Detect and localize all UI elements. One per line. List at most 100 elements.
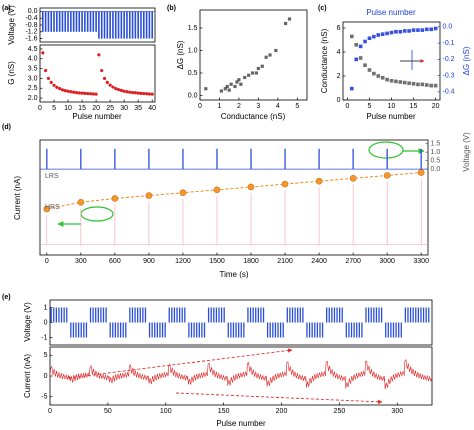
voltage-pulse xyxy=(106,11,109,39)
y-tick-label: -0.8 xyxy=(25,22,37,29)
x-tick-label: 3 xyxy=(256,103,260,110)
x-tick-label: 300 xyxy=(391,408,403,415)
voltage-pulse xyxy=(120,11,123,39)
current-trace xyxy=(108,371,130,384)
y-tick-label: 2 xyxy=(337,73,341,80)
data-point xyxy=(380,32,385,36)
data-point xyxy=(133,91,137,95)
current-trace xyxy=(285,361,307,382)
x-tick-label: 200 xyxy=(276,408,288,415)
x-tick-label: 1800 xyxy=(243,258,259,265)
y-axis-label: Current (nA) xyxy=(23,354,32,398)
voltage-pulse xyxy=(131,11,134,39)
data-point xyxy=(74,90,79,95)
voltage-block xyxy=(326,307,343,323)
voltage-block xyxy=(365,307,383,323)
y-axis-label: Conductance (nS) xyxy=(320,28,329,93)
x-tick-label: 2 xyxy=(237,103,241,110)
data-point xyxy=(429,27,433,32)
voltage-block xyxy=(109,322,127,338)
data-point xyxy=(100,68,104,73)
data-point xyxy=(58,87,62,91)
x-axis-label: Time (s) xyxy=(219,270,248,279)
voltage-pulse xyxy=(95,11,97,32)
data-point xyxy=(128,90,132,94)
x-tick-label: 1 xyxy=(218,103,222,110)
data-point xyxy=(398,80,403,84)
x-tick-label: 5 xyxy=(52,105,56,112)
panel-label: (d) xyxy=(2,124,11,131)
voltage-pulse xyxy=(109,11,111,39)
data-point xyxy=(398,29,403,34)
x-tick-label: 10 xyxy=(64,105,72,112)
y2-axis-label: ΔG (nS) xyxy=(462,46,471,75)
x-tick-label: 3000 xyxy=(379,258,395,265)
voltage-pulse xyxy=(78,11,81,32)
data-point xyxy=(429,83,433,88)
data-point xyxy=(111,85,115,89)
data-point xyxy=(411,28,416,32)
data-point xyxy=(44,68,48,73)
data-point xyxy=(147,92,151,96)
y-tick-label: -0.1 xyxy=(443,40,455,47)
data-point xyxy=(268,53,272,57)
data-point xyxy=(247,183,255,191)
current-trace xyxy=(128,364,149,381)
y-axis-label: Current (nA) xyxy=(13,176,22,220)
data-point xyxy=(389,79,394,83)
panel-label: (a) xyxy=(2,5,11,12)
current-trace xyxy=(305,370,326,388)
y-tick-label: -1.6 xyxy=(25,35,37,42)
voltage-pulse xyxy=(86,11,89,32)
x-tick-label: 900 xyxy=(143,258,155,265)
data-point xyxy=(46,76,51,81)
x-tick-label: 0 xyxy=(45,258,49,265)
data-point xyxy=(402,80,407,85)
y-tick-label: 6 xyxy=(337,25,341,32)
y-tick-label: 4.5 xyxy=(28,46,38,53)
y-tick-label: 0.0 xyxy=(28,8,38,15)
data-point xyxy=(315,177,323,185)
data-point xyxy=(407,29,411,33)
y-tick-label: -1.2 xyxy=(25,29,37,36)
data-point xyxy=(130,90,135,95)
voltage-block xyxy=(247,307,265,323)
data-point xyxy=(389,30,394,35)
data-point xyxy=(108,83,112,87)
annotation-ellipse xyxy=(368,141,404,159)
x-axis-label: Pulse number xyxy=(366,112,416,121)
voltage-pulse xyxy=(148,11,151,39)
voltage-pulse xyxy=(151,11,153,39)
voltage-block xyxy=(345,322,363,338)
y-tick-label: 0.5 xyxy=(431,158,441,165)
voltage-pulse xyxy=(137,11,139,39)
y-tick-label: 1.0 xyxy=(188,47,198,54)
data-point xyxy=(385,77,389,82)
voltage-pulse xyxy=(61,11,64,32)
x-axis-label: Pulse number xyxy=(72,112,122,121)
data-point xyxy=(136,91,140,95)
current-trace xyxy=(325,360,346,382)
voltage-block xyxy=(148,322,166,338)
voltage-pulse xyxy=(84,11,86,32)
y-tick-label: -0.3 xyxy=(443,72,455,79)
current-trace xyxy=(207,362,228,382)
y-axis-label: Voltage (V) xyxy=(23,302,32,342)
data-point xyxy=(213,186,221,194)
annotation: LRS xyxy=(45,173,59,180)
data-point xyxy=(86,91,90,96)
data-point xyxy=(116,88,121,92)
y-axis-label: Voltage (V) xyxy=(7,5,16,45)
data-point xyxy=(354,43,359,47)
y-axis-label: ΔG (nS) xyxy=(176,40,185,69)
current-trace xyxy=(148,371,169,385)
y-tick-label: 0.5 xyxy=(188,70,198,77)
data-point xyxy=(119,88,123,93)
data-point xyxy=(139,91,143,95)
voltage-block xyxy=(385,322,402,338)
voltage-block xyxy=(286,307,304,323)
x-tick-label: 1200 xyxy=(175,258,191,265)
data-point xyxy=(125,90,129,94)
x-tick-label: 150 xyxy=(218,408,230,415)
data-point xyxy=(204,87,208,91)
